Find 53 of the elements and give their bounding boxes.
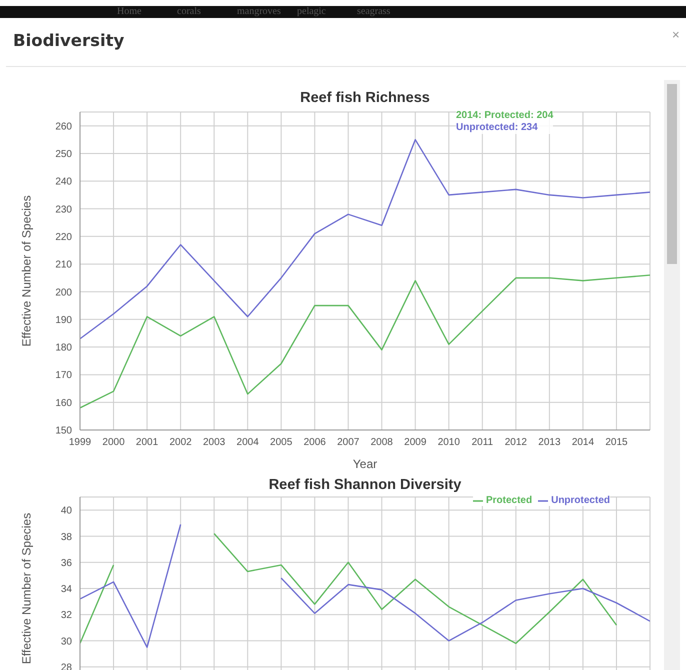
x-tick-label: 1999	[68, 437, 92, 448]
x-tick-label: 2009	[404, 437, 427, 448]
annotation: Unprotected: 234	[456, 122, 539, 134]
x-tick-label: 2011	[472, 437, 494, 448]
x-tick-label: 2002	[169, 437, 192, 448]
y-tick-label: 40	[60, 506, 72, 517]
y-tick-label: 210	[55, 260, 72, 271]
text: corals	[177, 6, 201, 18]
x-axis-title: Year	[352, 457, 378, 471]
y-tick-label: 180	[55, 342, 72, 354]
text: Biodiversity	[13, 31, 124, 50]
text: pelagic	[297, 6, 326, 18]
text: ×	[672, 27, 680, 42]
text: seagrass	[357, 6, 390, 18]
y-tick-label: 260	[55, 121, 72, 132]
x-tick-label: 2005	[270, 437, 293, 448]
x-tick-label: 2000	[102, 437, 126, 448]
y-axis-title: Effective Number of Species	[19, 512, 34, 664]
y-tick-label: 160	[55, 398, 72, 409]
y-tick-label: 220	[55, 232, 72, 243]
line-series	[80, 139, 650, 340]
x-tick-label: 2014	[572, 437, 594, 448]
x-tick-label: 2013	[538, 437, 561, 448]
y-tick-label: 30	[60, 636, 72, 648]
x-tick-label: 2004	[236, 437, 260, 448]
y-tick-label: 150	[55, 426, 72, 437]
chart-title: Reef fish Shannon Diversity	[268, 476, 462, 495]
legend-label: Unprotected	[550, 495, 610, 506]
chart-title: Reef fish Richness	[299, 89, 431, 108]
text: Home	[117, 6, 142, 18]
x-tick-label: 2006	[304, 437, 326, 448]
x-tick-label: 2001	[136, 437, 159, 448]
x-tick-label: 2007	[337, 437, 360, 448]
line-series	[80, 274, 650, 409]
x-tick-label: 2012	[504, 437, 528, 448]
y-tick-label: 240	[55, 176, 72, 188]
y-tick-label: 34	[60, 584, 72, 596]
y-tick-label: 250	[55, 149, 72, 160]
y-tick-label: 36	[60, 558, 72, 569]
y-axis-title: Effective Number of Species	[19, 195, 34, 347]
legend-label: Protected	[484, 495, 532, 506]
x-tick-label: 2010	[438, 437, 460, 448]
y-tick-label: 38	[60, 532, 72, 543]
x-tick-label: 2015	[605, 437, 628, 448]
y-tick-label: 190	[55, 314, 72, 326]
y-tick-label: 32	[60, 610, 72, 622]
text: mangroves	[237, 6, 281, 18]
y-tick-label: 230	[55, 204, 72, 216]
annotation: 2014: Protected: 204	[456, 110, 554, 122]
y-tick-label: 200	[55, 287, 72, 298]
y-tick-label: 170	[55, 370, 72, 382]
x-tick-label: 2003	[202, 437, 226, 448]
x-tick-label: 2008	[370, 437, 394, 448]
